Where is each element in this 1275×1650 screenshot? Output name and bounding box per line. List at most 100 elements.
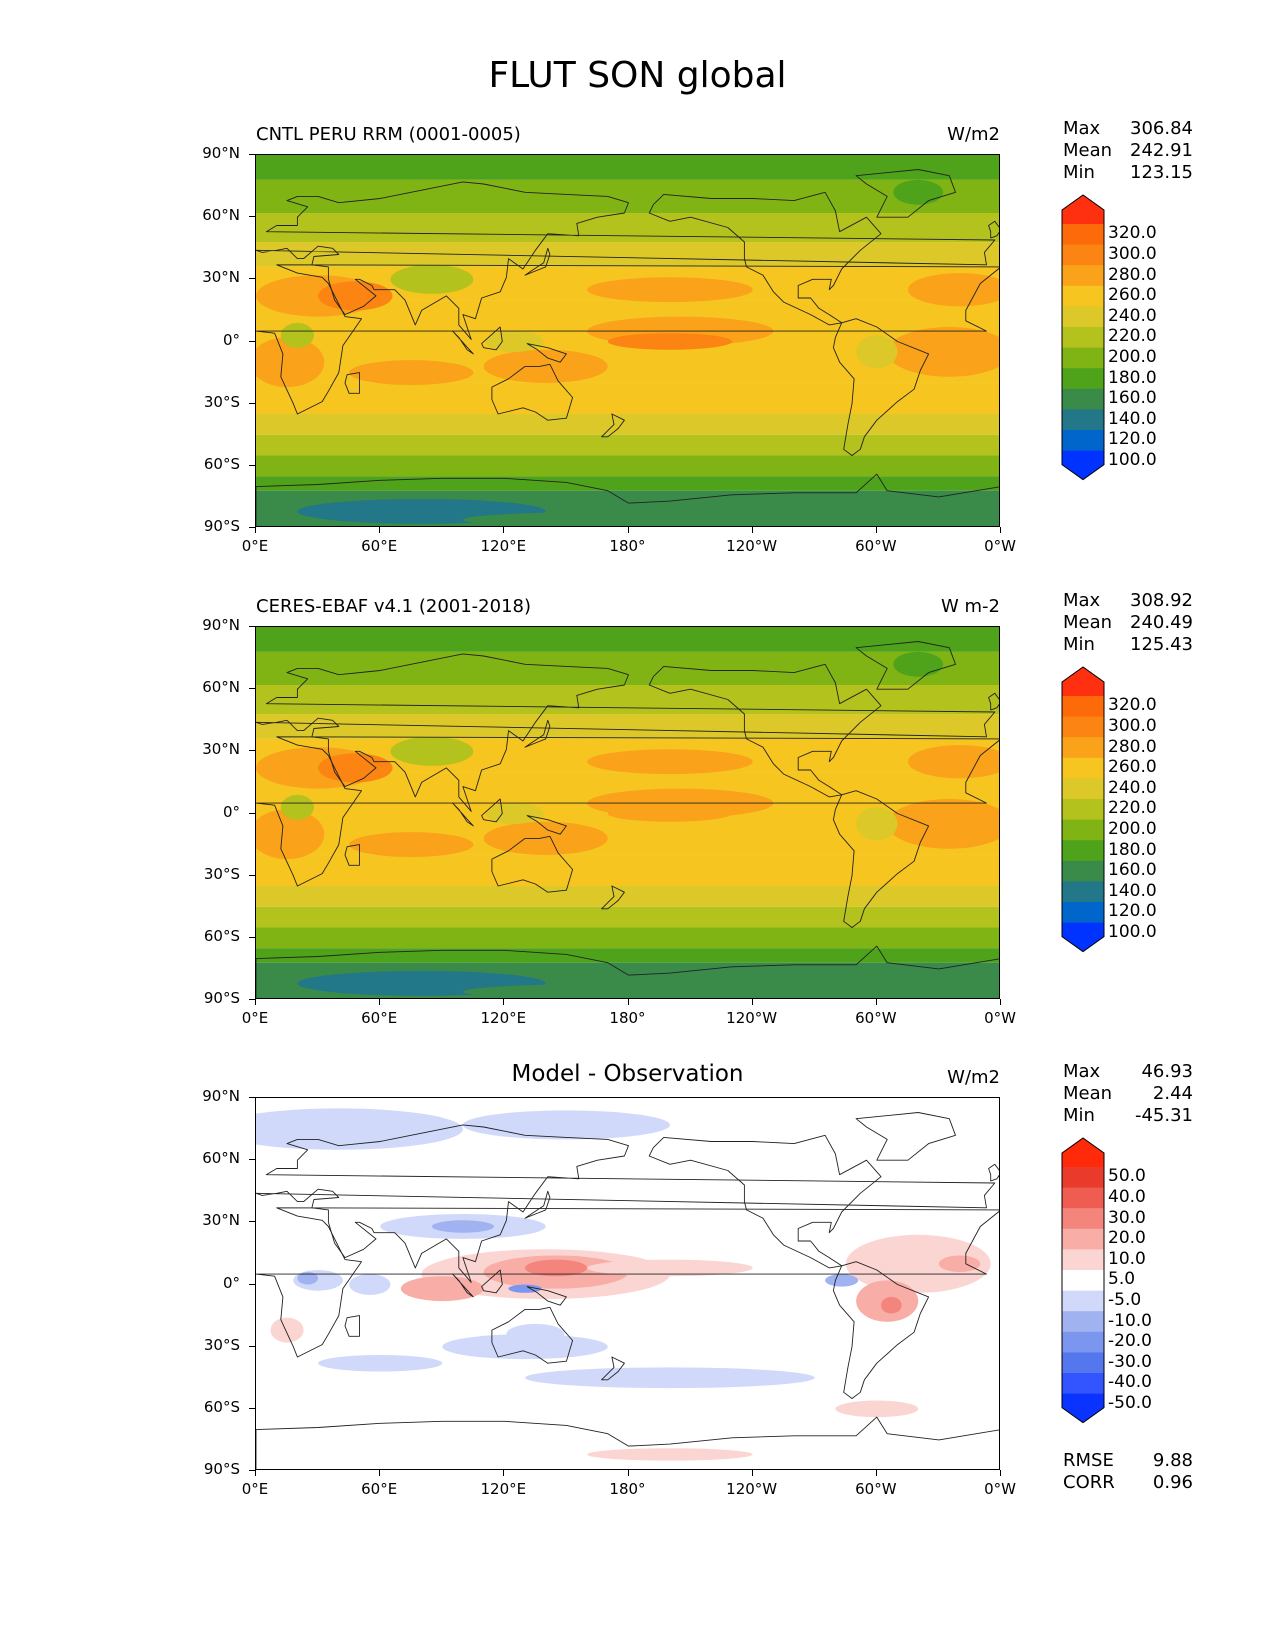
colorbar-tick-label: 320.0 bbox=[1108, 223, 1157, 244]
lon-tick bbox=[503, 527, 505, 533]
lat-tick bbox=[249, 688, 255, 690]
stat-row: Mean 2.44 bbox=[1063, 1083, 1193, 1105]
page-title: FLUT SON global bbox=[488, 55, 787, 96]
colorbar-tick-label: 160.0 bbox=[1108, 388, 1157, 409]
colorbar-tick-label: 120.0 bbox=[1108, 429, 1157, 450]
lat-tick-label: 90°N bbox=[202, 144, 240, 162]
lat-band bbox=[256, 455, 999, 477]
colorbar-tick-label: -5.0 bbox=[1108, 1289, 1142, 1310]
stat-row: Mean 242.91 bbox=[1063, 140, 1193, 162]
stat-label: Max bbox=[1063, 118, 1101, 139]
lat-tick-label: 60°S bbox=[203, 926, 240, 945]
lat-tick-label: 30°S bbox=[203, 392, 240, 411]
colorbar-tick-label: 160.0 bbox=[1108, 860, 1157, 881]
lon-tick-label: 120°W bbox=[726, 1480, 778, 1498]
lat-tick-label: 60°S bbox=[203, 1397, 240, 1416]
lon-tick-label: 0°E bbox=[241, 1480, 269, 1498]
lat-tick bbox=[249, 1345, 255, 1347]
lat-tick-label: 30°S bbox=[203, 864, 240, 883]
lon-tick bbox=[875, 1470, 877, 1476]
lon-tick bbox=[627, 999, 629, 1005]
colorbar-tick-label: -50.0 bbox=[1108, 1392, 1152, 1413]
map-obs bbox=[255, 626, 1000, 999]
colorbar-tick-label: 20.0 bbox=[1108, 1228, 1146, 1249]
lat-band bbox=[256, 434, 999, 456]
colorbar-tick-label: 200.0 bbox=[1108, 346, 1157, 367]
stat-value: -45.31 bbox=[1134, 1105, 1193, 1126]
lat-tick bbox=[249, 216, 255, 218]
lat-tick-label: 60°N bbox=[202, 206, 240, 225]
lon-tick-label: 60°W bbox=[855, 1009, 897, 1027]
stat-value: 125.43 bbox=[1130, 634, 1193, 655]
colorbar-tick-label: 100.0 bbox=[1108, 449, 1157, 470]
lat-tick bbox=[249, 278, 255, 280]
lat-tick-label: 60°S bbox=[203, 454, 240, 473]
lon-tick bbox=[379, 1470, 381, 1476]
lon-tick bbox=[627, 1470, 629, 1476]
lat-band bbox=[256, 651, 999, 686]
panel-title: CNTL PERU RRM (0001-0005) bbox=[256, 124, 521, 145]
lon-tick-label: 60°E bbox=[361, 537, 398, 555]
colorbar-tick-label: 50.0 bbox=[1108, 1166, 1146, 1187]
lat-tick-label: 30°N bbox=[202, 740, 240, 759]
lon-tick-label: 60°W bbox=[855, 1480, 897, 1498]
colorbar-tick-label: 240.0 bbox=[1108, 305, 1157, 326]
lon-tick-label: 180° bbox=[609, 537, 646, 555]
stats-box: Max 46.93 Mean 2.44 Min -45.31 bbox=[1063, 1061, 1193, 1127]
lat-tick bbox=[249, 874, 255, 876]
lon-tick bbox=[1000, 1470, 1001, 1476]
colorbar-tick-label: 220.0 bbox=[1108, 326, 1157, 347]
lat-tick-label: 60°N bbox=[202, 1149, 240, 1168]
rmse-corr-box: RMSE 9.88 CORR 0.96 bbox=[1063, 1450, 1193, 1494]
colorbar-tick-label: 5.0 bbox=[1108, 1269, 1136, 1290]
lat-band bbox=[256, 414, 999, 435]
stat-label: RMSE bbox=[1063, 1450, 1114, 1471]
lat-tick bbox=[249, 1407, 255, 1409]
map-model bbox=[255, 154, 1000, 527]
stat-value: 308.92 bbox=[1130, 590, 1193, 611]
units-label: W/m2 bbox=[947, 1067, 1000, 1088]
stat-row: Max 308.92 bbox=[1063, 590, 1193, 612]
lat-tick-label: 30°N bbox=[202, 1211, 240, 1230]
lat-tick bbox=[249, 527, 255, 528]
lon-tick bbox=[751, 999, 753, 1005]
lat-tick bbox=[249, 812, 255, 814]
panel-title: Model - Observation bbox=[511, 1061, 744, 1087]
lat-band bbox=[256, 948, 999, 963]
coastlines bbox=[256, 169, 999, 526]
colorbar-tick-label: 240.0 bbox=[1108, 777, 1157, 798]
lon-tick-label: 180° bbox=[609, 1009, 646, 1027]
stat-value: 0.96 bbox=[1152, 1472, 1193, 1493]
colorbar-tick-label: 120.0 bbox=[1108, 901, 1157, 922]
lon-tick bbox=[1000, 527, 1001, 533]
lon-tick-label: 120°E bbox=[480, 1480, 527, 1498]
coastlines bbox=[256, 641, 999, 998]
stat-row: Max 306.84 bbox=[1063, 118, 1193, 140]
lat-tick-label: 60°N bbox=[202, 678, 240, 697]
units-label: W m-2 bbox=[940, 596, 1000, 617]
lon-tick-label: 0°E bbox=[241, 537, 269, 555]
lat-band bbox=[256, 155, 999, 180]
lon-tick bbox=[751, 1470, 753, 1476]
lat-band bbox=[256, 627, 999, 652]
lat-tick-label: 30°S bbox=[203, 1335, 240, 1354]
lat-tick-label: 90°N bbox=[202, 616, 240, 634]
stat-value: 240.49 bbox=[1130, 612, 1193, 633]
lon-tick bbox=[875, 527, 877, 533]
stat-label: Max bbox=[1063, 590, 1101, 611]
colorbar-tick-label: -40.0 bbox=[1108, 1372, 1152, 1393]
lat-band bbox=[256, 854, 999, 887]
stat-row: Mean 240.49 bbox=[1063, 612, 1193, 634]
coastlines bbox=[256, 1112, 999, 1469]
colorbar-tick-label: 300.0 bbox=[1108, 715, 1157, 736]
colorbar-tick-label: 300.0 bbox=[1108, 243, 1157, 264]
lon-tick-label: 0°W bbox=[984, 1009, 1016, 1027]
panel-title: CERES-EBAF v4.1 (2001-2018) bbox=[256, 596, 532, 617]
lat-tick bbox=[249, 936, 255, 938]
lat-band bbox=[256, 927, 999, 949]
colorbar-tick-label: -30.0 bbox=[1108, 1351, 1152, 1372]
lat-band bbox=[256, 886, 999, 907]
stat-label: Min bbox=[1063, 634, 1095, 655]
lat-tick-label: 90°S bbox=[203, 1460, 240, 1478]
stat-row: Min 123.15 bbox=[1063, 162, 1193, 184]
